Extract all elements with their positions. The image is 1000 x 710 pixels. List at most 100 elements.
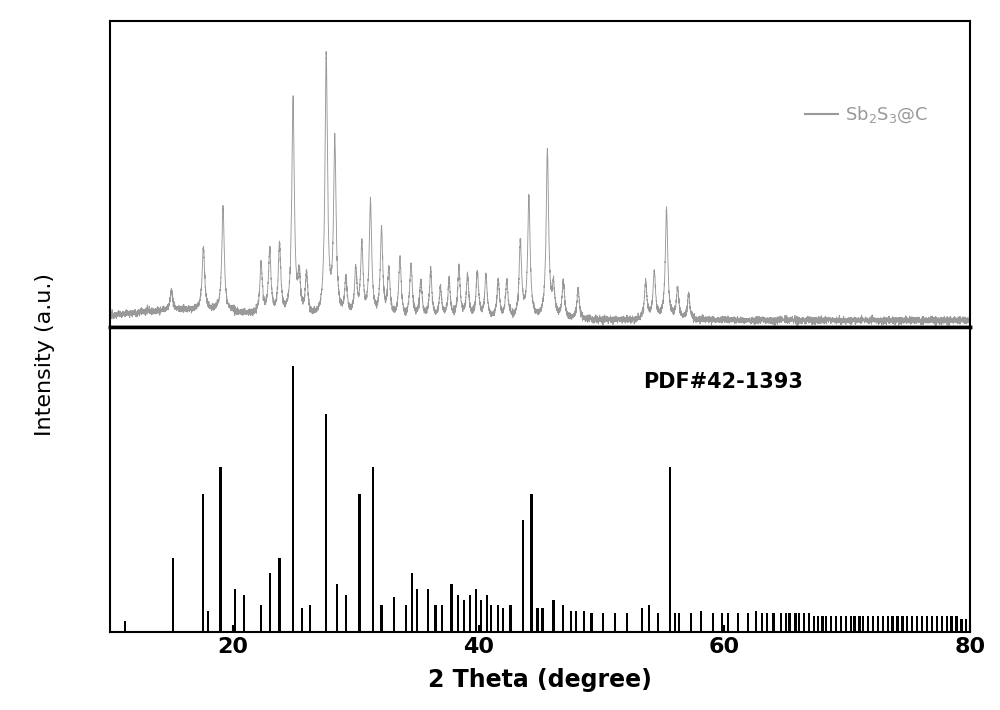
Bar <box>405 606 407 632</box>
Bar <box>950 616 953 632</box>
Bar <box>336 584 338 632</box>
Bar <box>648 606 650 632</box>
Bar <box>803 613 805 632</box>
Bar <box>817 616 819 632</box>
Bar <box>941 616 943 632</box>
Bar <box>530 494 533 632</box>
Bar <box>463 600 465 632</box>
Bar <box>345 595 347 632</box>
Bar <box>657 613 659 632</box>
Bar <box>926 616 928 632</box>
Bar <box>921 616 923 632</box>
Bar <box>202 494 204 632</box>
Bar <box>380 606 383 632</box>
Bar <box>690 613 692 632</box>
Bar <box>882 616 884 632</box>
Bar <box>931 616 933 632</box>
Bar <box>583 611 585 632</box>
Bar <box>669 467 671 632</box>
Bar <box>772 613 775 632</box>
Bar <box>393 597 395 632</box>
Bar <box>887 616 889 632</box>
Bar <box>552 600 555 632</box>
Bar <box>737 613 739 632</box>
Bar <box>845 616 847 632</box>
Bar <box>862 616 864 632</box>
Bar <box>509 606 512 632</box>
Bar <box>124 621 126 632</box>
Bar <box>490 606 492 632</box>
Bar <box>269 574 271 632</box>
Bar <box>278 557 281 632</box>
Bar <box>260 606 262 632</box>
Bar <box>416 589 418 632</box>
Bar <box>853 616 856 632</box>
Bar <box>867 616 869 632</box>
Bar <box>219 467 222 632</box>
Bar <box>840 616 842 632</box>
Bar <box>901 616 904 632</box>
Bar <box>234 589 236 632</box>
Bar <box>325 414 327 632</box>
Bar <box>965 618 967 632</box>
Bar <box>788 613 791 632</box>
Bar <box>372 467 374 632</box>
Bar <box>721 613 723 632</box>
Bar <box>850 616 852 632</box>
Bar <box>486 595 488 632</box>
Bar <box>825 616 827 632</box>
Bar <box>960 618 963 632</box>
Bar <box>755 611 757 632</box>
Bar <box>798 613 800 632</box>
Bar <box>830 616 832 632</box>
Bar <box>475 589 477 632</box>
Bar <box>358 494 361 632</box>
Bar <box>955 616 958 632</box>
Bar <box>946 616 948 632</box>
Bar <box>292 366 294 632</box>
Bar <box>497 606 499 632</box>
Bar <box>780 613 782 632</box>
Bar <box>457 595 459 632</box>
Bar <box>794 613 797 632</box>
Bar <box>891 616 894 632</box>
Bar <box>411 574 413 632</box>
Legend: Sb$_2$S$_3$@C: Sb$_2$S$_3$@C <box>798 97 935 133</box>
Bar <box>700 611 702 632</box>
Bar <box>469 595 471 632</box>
Bar <box>896 616 899 632</box>
Bar <box>441 606 443 632</box>
Bar <box>301 608 303 632</box>
Bar <box>309 606 311 632</box>
Bar <box>614 613 616 632</box>
Bar <box>427 589 429 632</box>
Bar <box>602 613 604 632</box>
Bar <box>522 520 524 632</box>
Bar <box>727 613 729 632</box>
Bar <box>450 584 453 632</box>
Bar <box>916 616 918 632</box>
Bar <box>747 613 749 632</box>
Bar <box>243 595 245 632</box>
Bar <box>911 616 913 632</box>
Bar <box>570 611 572 632</box>
Bar <box>761 613 763 632</box>
Bar <box>766 613 768 632</box>
Bar <box>502 608 504 632</box>
Bar <box>626 613 628 632</box>
Bar <box>813 616 815 632</box>
Bar <box>590 613 593 632</box>
Bar <box>480 600 482 632</box>
Bar <box>712 613 714 632</box>
Bar <box>936 616 938 632</box>
Bar <box>674 613 676 632</box>
Bar <box>835 616 837 632</box>
Text: PDF#42-1393: PDF#42-1393 <box>643 371 803 392</box>
Bar <box>641 608 643 632</box>
Bar <box>172 557 174 632</box>
Bar <box>434 606 437 632</box>
Bar <box>785 613 787 632</box>
Bar <box>541 608 544 632</box>
X-axis label: 2 Theta (degree): 2 Theta (degree) <box>428 668 652 692</box>
Bar <box>877 616 879 632</box>
